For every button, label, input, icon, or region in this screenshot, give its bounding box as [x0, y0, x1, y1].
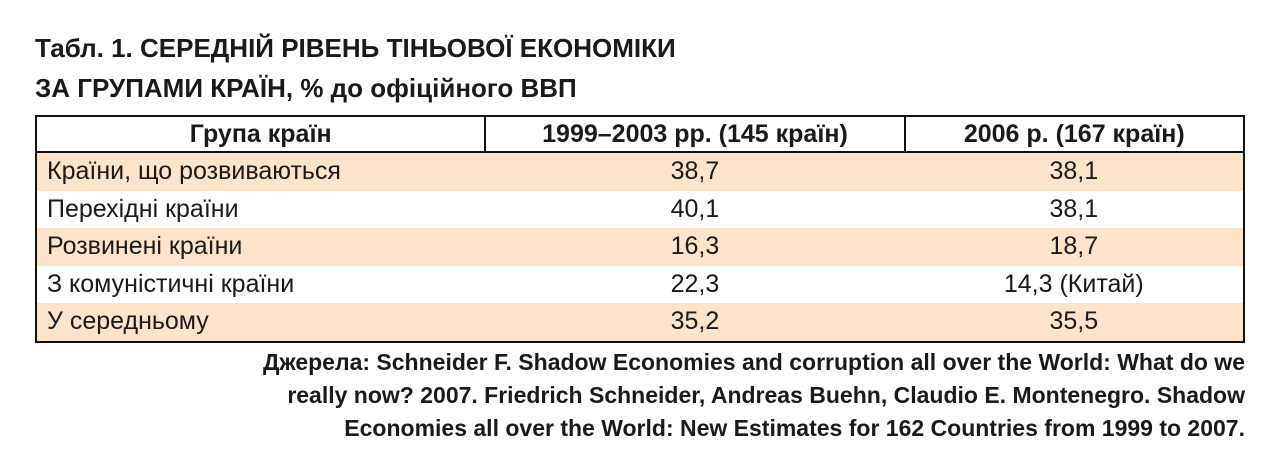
title: Табл. 1. СЕРЕДНІЙ РІВЕНЬ ТІНЬОВОЇ ЕКОНОМ… [35, 28, 676, 108]
table-cell: 38,7 [485, 152, 905, 191]
source-line: really now? 2007. Friedrich Schneider, A… [287, 382, 1245, 408]
source: Джерела: Schneider F. Shadow Economies a… [15, 346, 1245, 445]
table-cell: Країни, що розвиваються [36, 152, 486, 191]
table-cell: З комуністичні країни [47, 269, 295, 298]
table-row: З комуністичні країни 22,3 14,3 (Китай) [36, 266, 1244, 304]
title-line: ЗА ГРУПАМИ КРАЇН, % до офіційного ВВП [35, 73, 577, 103]
source-line: Джерела: Schneider F. Shadow Economies a… [262, 349, 1245, 375]
table: Група країн 1999–2003 рр. (145 країн) 2006… [34, 115, 1246, 343]
table-cell: Розвинені країни [36, 228, 486, 266]
header-cell: Група країн [34, 115, 487, 153]
table-cell: 38,1 [1049, 194, 1099, 223]
table-cell: У середньому [36, 303, 486, 342]
table-body: Країни, що розвиваються 38,7 38,1 Перехідні… [36, 152, 1244, 342]
table-cell: 16,3 [485, 228, 905, 266]
title-line: Табл. 1. СЕРЕДНІЙ РІВЕНЬ ТІНЬОВОЇ ЕКОНОМ… [35, 33, 676, 63]
table-row: У середньому 35,2 35,5 [36, 303, 1244, 342]
table-cell: Перехідні країни [47, 194, 239, 223]
table-cell: 40,1 [670, 194, 720, 223]
header-row: Група країн 1999–2003 рр. (145 країн) 2006… [34, 115, 1246, 153]
table-cell: 14,3 (Китай) [1003, 269, 1144, 298]
source-line: Economies all over the World: New Estima… [344, 415, 1245, 441]
header-cell: 2006 р. (167 країн) [903, 115, 1246, 153]
table-cell: 18,7 [904, 228, 1244, 266]
header-cell: 1999–2003 рр. (145 країн) [484, 115, 906, 153]
table-row: Розвинені країни 16,3 18,7 [36, 228, 1244, 266]
table-row: Перехідні країни 40,1 38,1 [36, 191, 1244, 229]
table-cell: 35,2 [485, 303, 905, 342]
table-row: Країни, що розвиваються 38,7 38,1 [36, 152, 1244, 191]
table-cell: 22,3 [670, 269, 720, 298]
table-cell: 35,5 [904, 303, 1244, 342]
table-cell: 38,1 [904, 152, 1244, 191]
